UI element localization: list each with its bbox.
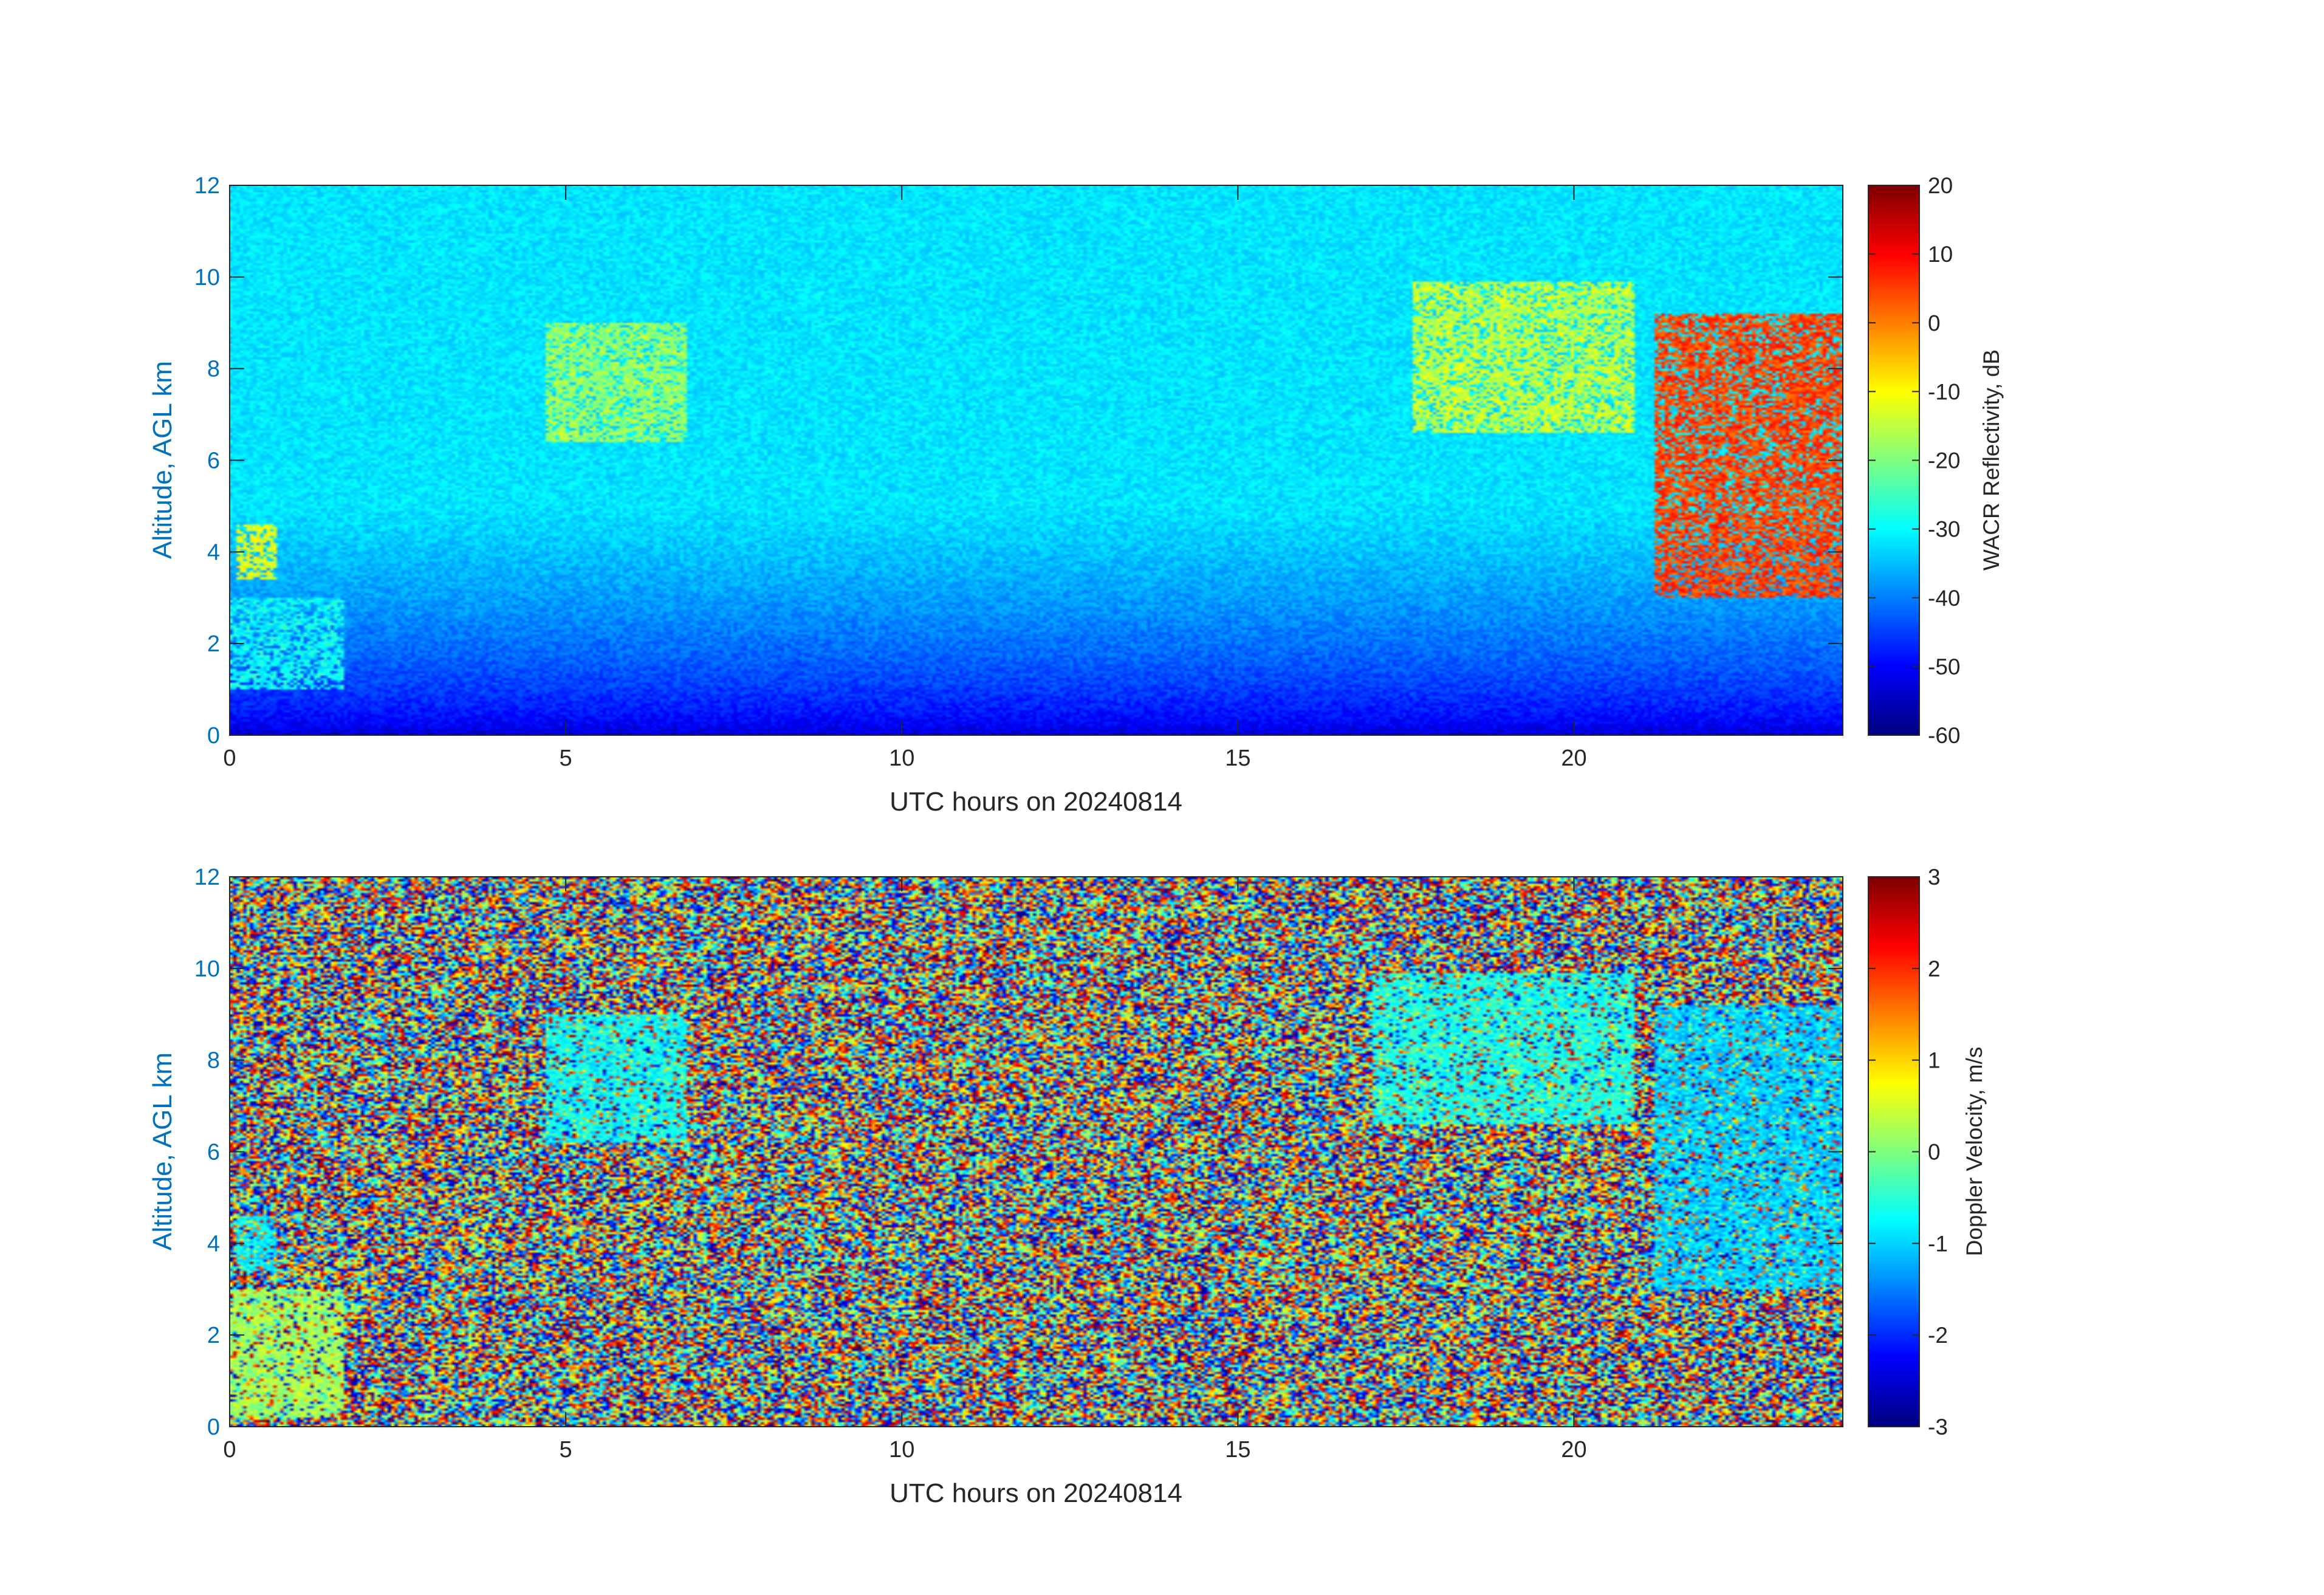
colorbar-tick-label: -30 (1928, 517, 1960, 542)
colorbar-tick-label: 0 (1928, 310, 1941, 335)
velocity-axis-ticks: 0 5 10 15 20 0 2 4 6 8 10 12 (194, 865, 1843, 1463)
x-tick-label: 20 (1561, 1437, 1586, 1463)
colorbar-tick-label: 20 (1928, 173, 1953, 198)
reflectivity-colorbar-ticks: 20 10 0 -10 -20 -30 -40 -50 -60 (1868, 173, 1960, 748)
x-tick-label: 10 (889, 1437, 914, 1463)
velocity-colorbar-label: Doppler Velocity, m/s (1962, 1047, 1987, 1257)
velocity-y-axis-label: Altitude, AGL km (148, 1052, 177, 1250)
y-tick-label: 12 (194, 173, 220, 199)
y-tick-label: 2 (207, 631, 220, 657)
x-tick-label: 0 (223, 1437, 236, 1463)
reflectivity-y-axis-label: Altitude, AGL km (148, 361, 177, 559)
y-tick-label: 4 (207, 540, 220, 565)
y-tick-label: 0 (207, 1415, 220, 1440)
y-tick-label: 4 (207, 1231, 220, 1257)
colorbar-tick-label: -1 (1928, 1231, 1948, 1256)
colorbar-tick-label: -60 (1928, 723, 1960, 748)
velocity-colorbar (1868, 877, 1919, 1427)
x-tick-label: 10 (889, 746, 914, 771)
x-tick-label: 15 (1225, 1437, 1250, 1463)
velocity-heatmap (230, 877, 1843, 1427)
colorbar-tick-label: -2 (1928, 1323, 1948, 1348)
reflectivity-axis-ticks: 0 5 10 15 20 0 2 4 6 8 10 12 (194, 173, 1843, 771)
y-tick-label: 6 (207, 448, 220, 474)
colorbar-tick-label: -40 (1928, 586, 1960, 611)
reflectivity-colorbar-label: WACR Reflectivity, dB (1979, 349, 2004, 571)
y-tick-label: 2 (207, 1323, 220, 1348)
y-tick-label: 12 (194, 865, 220, 890)
reflectivity-colorbar (1868, 185, 1919, 735)
colorbar-tick-label: 2 (1928, 956, 1941, 981)
y-tick-label: 8 (207, 357, 220, 382)
y-tick-label: 8 (207, 1048, 220, 1074)
y-tick-label: 10 (194, 956, 220, 982)
y-tick-label: 0 (207, 723, 220, 749)
reflectivity-x-axis-label: UTC hours on 20240814 (889, 787, 1182, 817)
colorbar-tick-label: -50 (1928, 654, 1960, 679)
x-tick-label: 20 (1561, 746, 1586, 771)
x-tick-label: 5 (560, 746, 572, 771)
velocity-x-axis-label: UTC hours on 20240814 (889, 1478, 1182, 1508)
colorbar-tick-label: -20 (1928, 448, 1960, 473)
velocity-colorbar-ticks: 3 2 1 0 -1 -2 -3 (1868, 865, 1948, 1439)
x-tick-label: 0 (223, 746, 236, 771)
y-tick-label: 6 (207, 1140, 220, 1165)
colorbar-tick-label: -10 (1928, 379, 1960, 404)
x-tick-label: 5 (560, 1437, 572, 1463)
colorbar-tick-label: 0 (1928, 1140, 1941, 1165)
y-tick-label: 10 (194, 265, 220, 290)
colorbar-tick-label: 1 (1928, 1048, 1941, 1073)
colorbar-tick-label: -3 (1928, 1415, 1948, 1439)
reflectivity-heatmap (230, 185, 1843, 735)
colorbar-tick-label: 3 (1928, 865, 1941, 890)
colorbar-tick-label: 10 (1928, 242, 1953, 267)
x-tick-label: 15 (1225, 746, 1250, 771)
